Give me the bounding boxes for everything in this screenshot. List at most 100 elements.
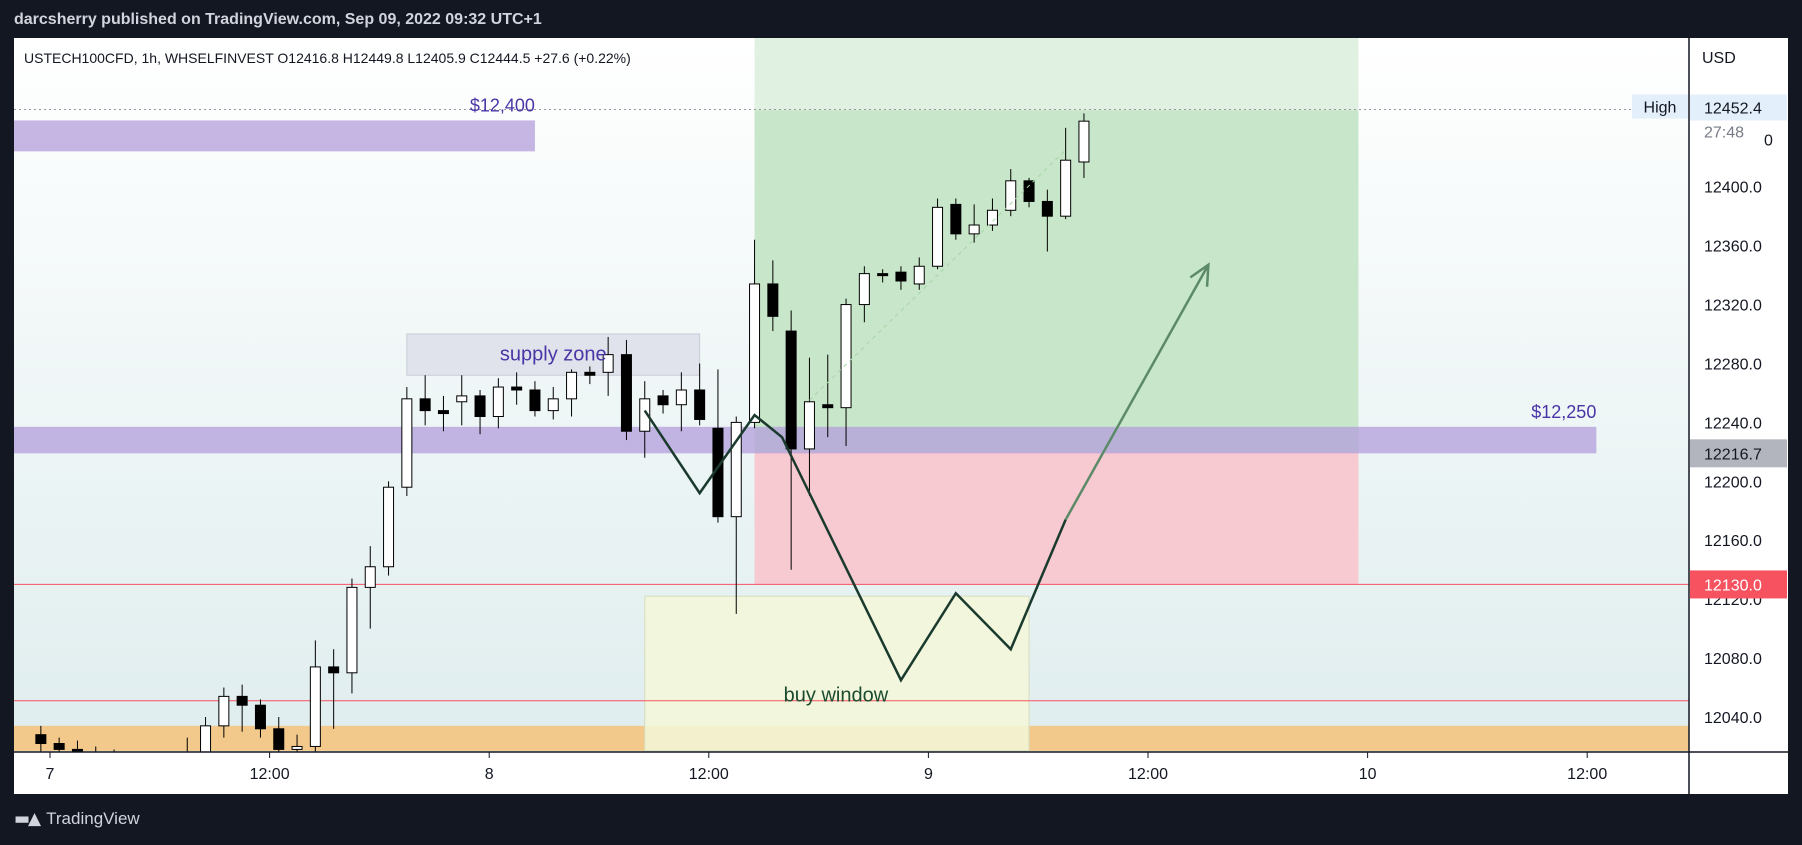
candle[interactable] bbox=[218, 687, 230, 738]
candle-body bbox=[71, 748, 83, 752]
publisher-line: darcsherry published on TradingView.com,… bbox=[14, 11, 542, 28]
candle[interactable] bbox=[1060, 127, 1072, 220]
candle[interactable] bbox=[584, 366, 596, 385]
candle[interactable] bbox=[639, 381, 651, 458]
candle[interactable] bbox=[1078, 113, 1090, 179]
candle-body bbox=[529, 389, 541, 412]
candle[interactable] bbox=[877, 269, 889, 283]
time-tick-label: 8 bbox=[485, 766, 494, 783]
candle[interactable] bbox=[236, 684, 248, 732]
candle[interactable] bbox=[291, 734, 303, 764]
candle-body bbox=[1005, 180, 1017, 211]
long-target-zone[interactable] bbox=[754, 110, 1359, 452]
target-arrow[interactable] bbox=[1064, 262, 1210, 521]
time-tick-label: 9 bbox=[924, 766, 933, 783]
candle[interactable] bbox=[785, 310, 797, 570]
candle[interactable] bbox=[675, 372, 687, 432]
candle[interactable] bbox=[895, 266, 907, 290]
candle-body bbox=[950, 203, 962, 235]
supply-zone[interactable] bbox=[406, 333, 701, 376]
buy-window-zone[interactable] bbox=[644, 595, 1030, 752]
publisher-bar: darcsherry published on TradingView.com,… bbox=[0, 0, 1802, 38]
price-tick-label: 12360.0 bbox=[1704, 239, 1762, 256]
candle[interactable] bbox=[694, 363, 706, 426]
candle[interactable] bbox=[913, 257, 925, 290]
candle[interactable] bbox=[474, 389, 486, 435]
level-label-2: $12,250 bbox=[1531, 402, 1596, 422]
candle[interactable] bbox=[1041, 189, 1053, 252]
candle[interactable] bbox=[35, 725, 47, 761]
candle[interactable] bbox=[968, 204, 980, 243]
candle[interactable] bbox=[730, 416, 742, 614]
candle[interactable] bbox=[53, 737, 65, 765]
time-tick-label: 10 bbox=[1359, 766, 1377, 783]
candle[interactable] bbox=[181, 737, 193, 770]
price-axis[interactable]: 12400.0 12360.0 12320.0 12280.0 12240.0 12200… bbox=[1632, 94, 1787, 727]
candle-body bbox=[767, 283, 779, 317]
time-tick-label: 12:00 bbox=[1128, 766, 1168, 783]
level-band-1[interactable] bbox=[14, 120, 535, 152]
candle-body bbox=[639, 398, 651, 432]
candle-body bbox=[566, 371, 578, 400]
candle[interactable] bbox=[346, 578, 358, 694]
candle[interactable] bbox=[602, 336, 614, 396]
projected-path[interactable] bbox=[643, 409, 1067, 683]
candle[interactable] bbox=[383, 481, 395, 576]
candle[interactable] bbox=[620, 339, 632, 441]
candle[interactable] bbox=[932, 198, 944, 270]
long-target-zone-extension bbox=[754, 38, 1359, 111]
candle-body bbox=[364, 566, 376, 588]
time-tick-label: 12:00 bbox=[1567, 766, 1607, 783]
candle[interactable] bbox=[419, 375, 431, 426]
candle[interactable] bbox=[986, 198, 998, 231]
tradingview-logo-icon: ▬▲ bbox=[14, 809, 41, 829]
time-tick-label: 7 bbox=[46, 766, 55, 783]
candle[interactable] bbox=[749, 239, 761, 429]
candle-body bbox=[511, 386, 523, 391]
candle-body bbox=[694, 389, 706, 420]
candle[interactable] bbox=[437, 395, 449, 432]
candle[interactable] bbox=[657, 389, 669, 414]
trend-line[interactable] bbox=[809, 149, 1066, 401]
candle[interactable] bbox=[511, 372, 523, 405]
candle[interactable] bbox=[456, 375, 468, 426]
time-axis[interactable]: 7 12:00 8 12:00 9 12:00 10 12:00 bbox=[46, 752, 1608, 783]
tradingview-brand[interactable]: ▬▲ TradingView bbox=[14, 809, 140, 829]
candle-body bbox=[675, 389, 687, 406]
plot-area[interactable]: supply zone buy window $12,400 $12,250 bbox=[14, 38, 1689, 776]
candle[interactable] bbox=[822, 354, 834, 438]
candle[interactable] bbox=[803, 357, 815, 497]
candle[interactable] bbox=[328, 649, 340, 729]
candle[interactable] bbox=[767, 260, 779, 332]
candle-body bbox=[657, 395, 669, 406]
candle[interactable] bbox=[529, 381, 541, 417]
candle[interactable] bbox=[492, 378, 504, 429]
candle-body bbox=[968, 224, 980, 235]
candle[interactable] bbox=[309, 640, 321, 761]
candle[interactable] bbox=[566, 369, 578, 417]
candle[interactable] bbox=[950, 198, 962, 240]
level-label-1: $12,400 bbox=[470, 95, 535, 115]
price-tick-label: 12160.0 bbox=[1704, 533, 1762, 550]
arrow-shaft bbox=[1064, 264, 1210, 521]
price-axis-background bbox=[1689, 38, 1788, 752]
candle[interactable] bbox=[90, 746, 102, 770]
candle[interactable] bbox=[71, 740, 83, 768]
candle[interactable] bbox=[364, 546, 376, 629]
time-axis-background bbox=[14, 752, 1788, 794]
candle[interactable] bbox=[254, 699, 266, 738]
footer-bar: ▬▲ TradingView bbox=[0, 796, 1802, 845]
long-stop-zone[interactable] bbox=[754, 451, 1359, 585]
candle[interactable] bbox=[547, 387, 559, 420]
candle-body bbox=[35, 734, 47, 745]
candle[interactable] bbox=[401, 387, 413, 497]
price-chart[interactable]: supply zone buy window $12,400 $12,250 1240… bbox=[0, 0, 1802, 796]
candle[interactable] bbox=[200, 717, 212, 764]
currency-label: USD bbox=[1702, 50, 1736, 67]
candle[interactable] bbox=[1005, 169, 1017, 217]
candle-body bbox=[840, 304, 852, 409]
candle-body bbox=[1041, 200, 1053, 217]
candle[interactable] bbox=[858, 266, 870, 323]
supply-zone-label: supply zone bbox=[500, 343, 607, 365]
candle[interactable] bbox=[840, 298, 852, 446]
